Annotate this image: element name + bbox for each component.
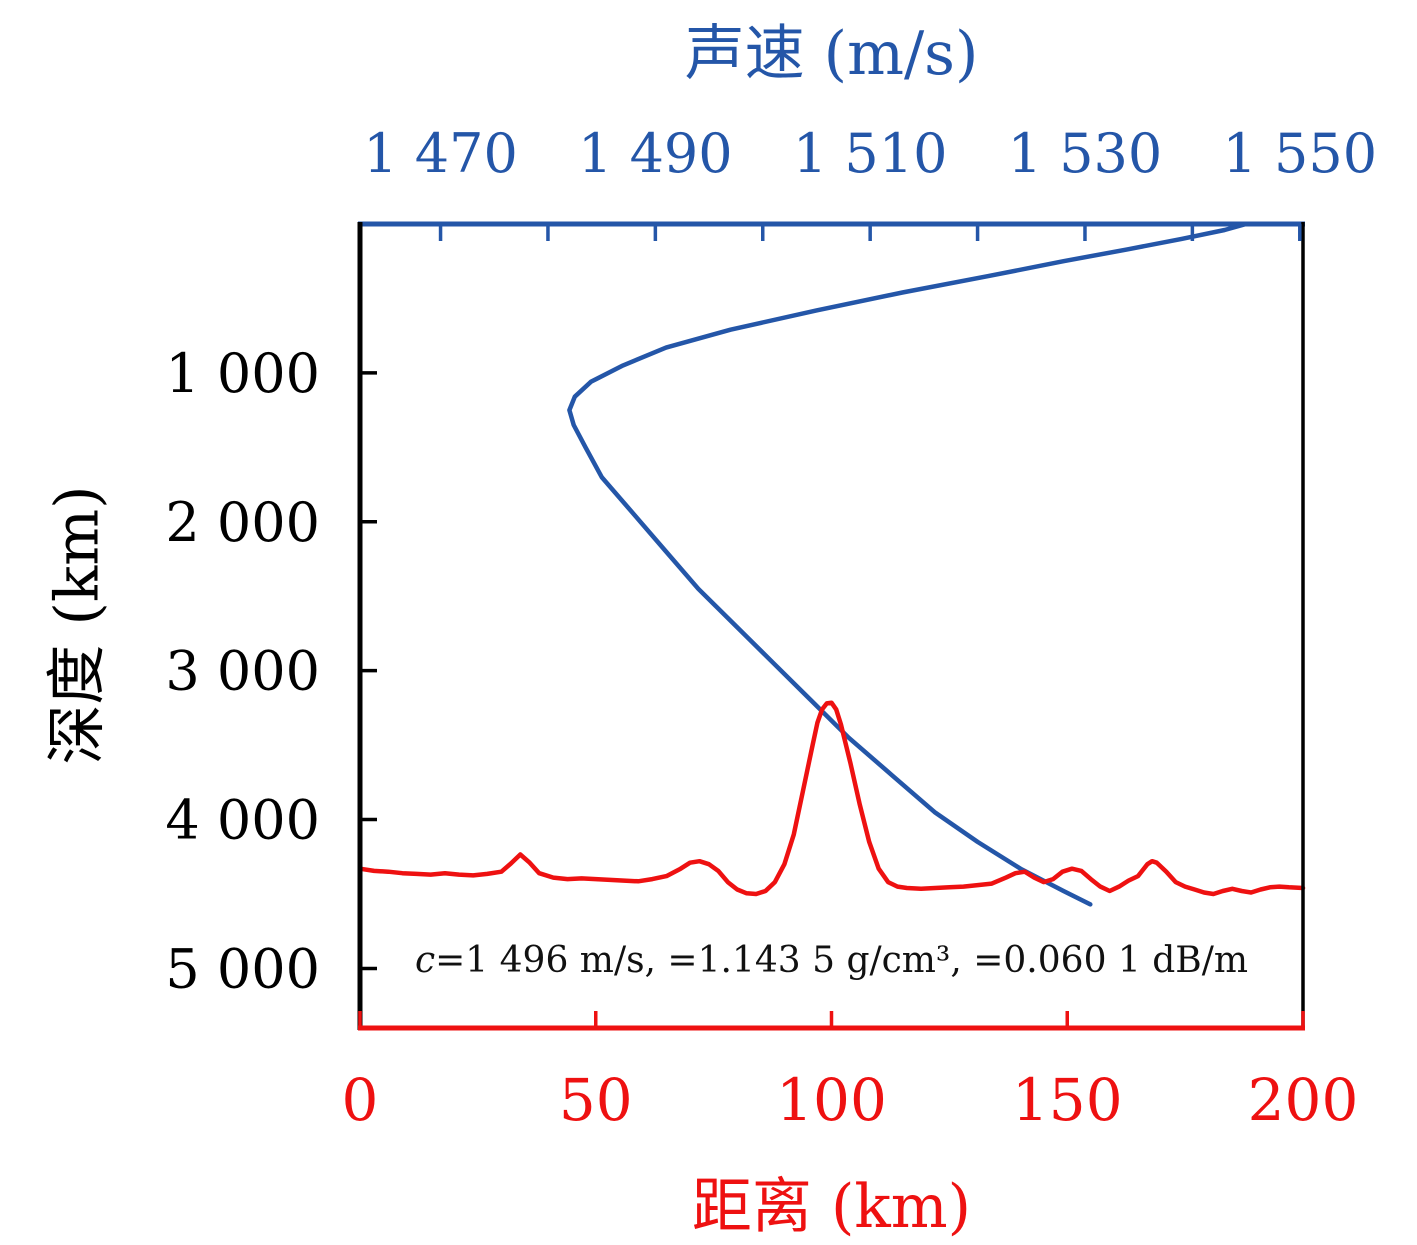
top-tick-label: 1 510 — [793, 122, 948, 185]
top-tick-label: 1 530 — [1008, 122, 1163, 185]
left-tick-label: 1 000 — [165, 342, 320, 405]
left-tick-label: 2 000 — [165, 491, 320, 554]
bottom-axis-title: 距离 (km) — [360, 1158, 1303, 1245]
bottom-axis-title-text: 距离 (km) — [691, 1172, 972, 1242]
left-tick-label: 5 000 — [165, 937, 320, 1000]
annotation-variable: c — [414, 940, 436, 981]
bottom-tick-label: 150 — [1012, 1066, 1123, 1134]
top-axis-title: 声速 (m/s) — [360, 5, 1303, 92]
top-tick-label: 1 490 — [578, 122, 733, 185]
left-axis-title: 深度 (km) — [29, 485, 116, 764]
bottom-tick-label: 0 — [342, 1066, 379, 1134]
top-axis-title-text: 声速 (m/s) — [684, 19, 979, 89]
left-axis-title-text: 深度 (km) — [42, 485, 113, 765]
top-tick-label: 1 550 — [1222, 122, 1377, 185]
bottom-tick-label: 50 — [559, 1066, 633, 1134]
bottom-tick-label: 200 — [1248, 1066, 1359, 1134]
left-tick-label: 3 000 — [165, 640, 320, 703]
bottom-signal-line — [357, 700, 1306, 897]
sound-speed-profile-line — [567, 221, 1249, 907]
annotation: c=1 496 m/s, =1.143 5 g/cm³, =0.060 1 dB… — [360, 940, 1303, 981]
annotation-values: =1 496 m/s, =1.143 5 g/cm³, =0.060 1 dB/… — [435, 940, 1249, 981]
top-tick-label: 1 470 — [363, 122, 518, 185]
left-tick-label: 4 000 — [165, 789, 320, 852]
bottom-tick-label: 100 — [776, 1066, 887, 1134]
